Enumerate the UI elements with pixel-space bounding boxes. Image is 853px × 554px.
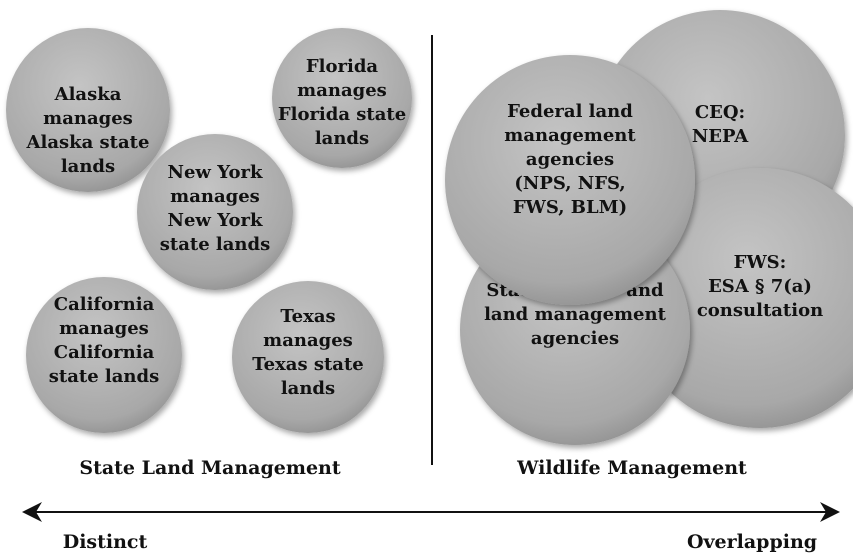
circle-label: state lands xyxy=(160,234,270,255)
circle-label: NEPA xyxy=(692,126,749,147)
circle-label: state lands xyxy=(49,366,159,387)
circle-label: FWS, BLM) xyxy=(513,197,627,218)
circle-label: consultation xyxy=(697,300,823,321)
right-label: Wildlife Management xyxy=(516,457,747,479)
circle-label: California xyxy=(54,342,155,363)
circle xyxy=(630,168,853,428)
circle-node: Alaska manages Alaska state lands xyxy=(6,28,170,192)
circle-label: California xyxy=(54,294,155,315)
circle-label: ESA § 7(a) xyxy=(708,276,812,297)
circle-label: lands xyxy=(61,156,115,177)
circle-node: FWS: ESA § 7(a) consultation xyxy=(630,168,853,428)
circle-label: CEQ: xyxy=(695,102,745,123)
circle-label: manages xyxy=(297,80,387,101)
circle-label: Florida state xyxy=(278,104,406,125)
circle-label: agencies xyxy=(531,328,619,349)
circle-node: Florida manages Florida state lands xyxy=(272,28,412,168)
circle-label: Alaska xyxy=(54,84,122,105)
circle xyxy=(232,281,384,433)
circle-label: land management xyxy=(484,304,667,325)
left-label: State Land Management xyxy=(79,457,341,479)
circle-label: lands xyxy=(315,128,369,149)
circle xyxy=(137,134,293,290)
circle-label: FWS: xyxy=(734,252,787,273)
circle-node: California manages California state lands xyxy=(26,277,182,433)
circles: Alaska manages Alaska state lands Florida man… xyxy=(6,10,853,445)
circle-node: New York manages New York state lands xyxy=(137,134,293,290)
circle-label: Texas xyxy=(280,306,335,327)
circle-label: manages xyxy=(43,108,133,129)
circle-label: Federal land xyxy=(507,101,633,122)
circle xyxy=(272,28,412,168)
circle xyxy=(6,28,170,192)
circle-label: New York xyxy=(168,162,263,183)
circle-label: Florida xyxy=(306,56,379,77)
circle xyxy=(26,277,182,433)
circle-label: manages xyxy=(170,186,260,207)
circle-label: Texas state xyxy=(252,354,363,375)
circle-label: Alaska state xyxy=(26,132,150,153)
circle-node: Federal land management agencies (NPS, NFS,… xyxy=(445,55,695,305)
circle-label: manages xyxy=(263,330,353,351)
circle xyxy=(445,55,695,305)
axis-right: Overlapping xyxy=(687,531,817,553)
circle-label: New York xyxy=(168,210,263,231)
circle-label: (NPS, NFS, xyxy=(514,173,625,194)
circle-label: manages xyxy=(59,318,149,339)
circle-node: Texas manages Texas state lands xyxy=(232,281,384,433)
circle-label: management xyxy=(504,125,636,146)
circle-label: lands xyxy=(281,378,335,399)
circle-label: agencies xyxy=(526,149,614,170)
axis-left: Distinct xyxy=(63,531,148,553)
